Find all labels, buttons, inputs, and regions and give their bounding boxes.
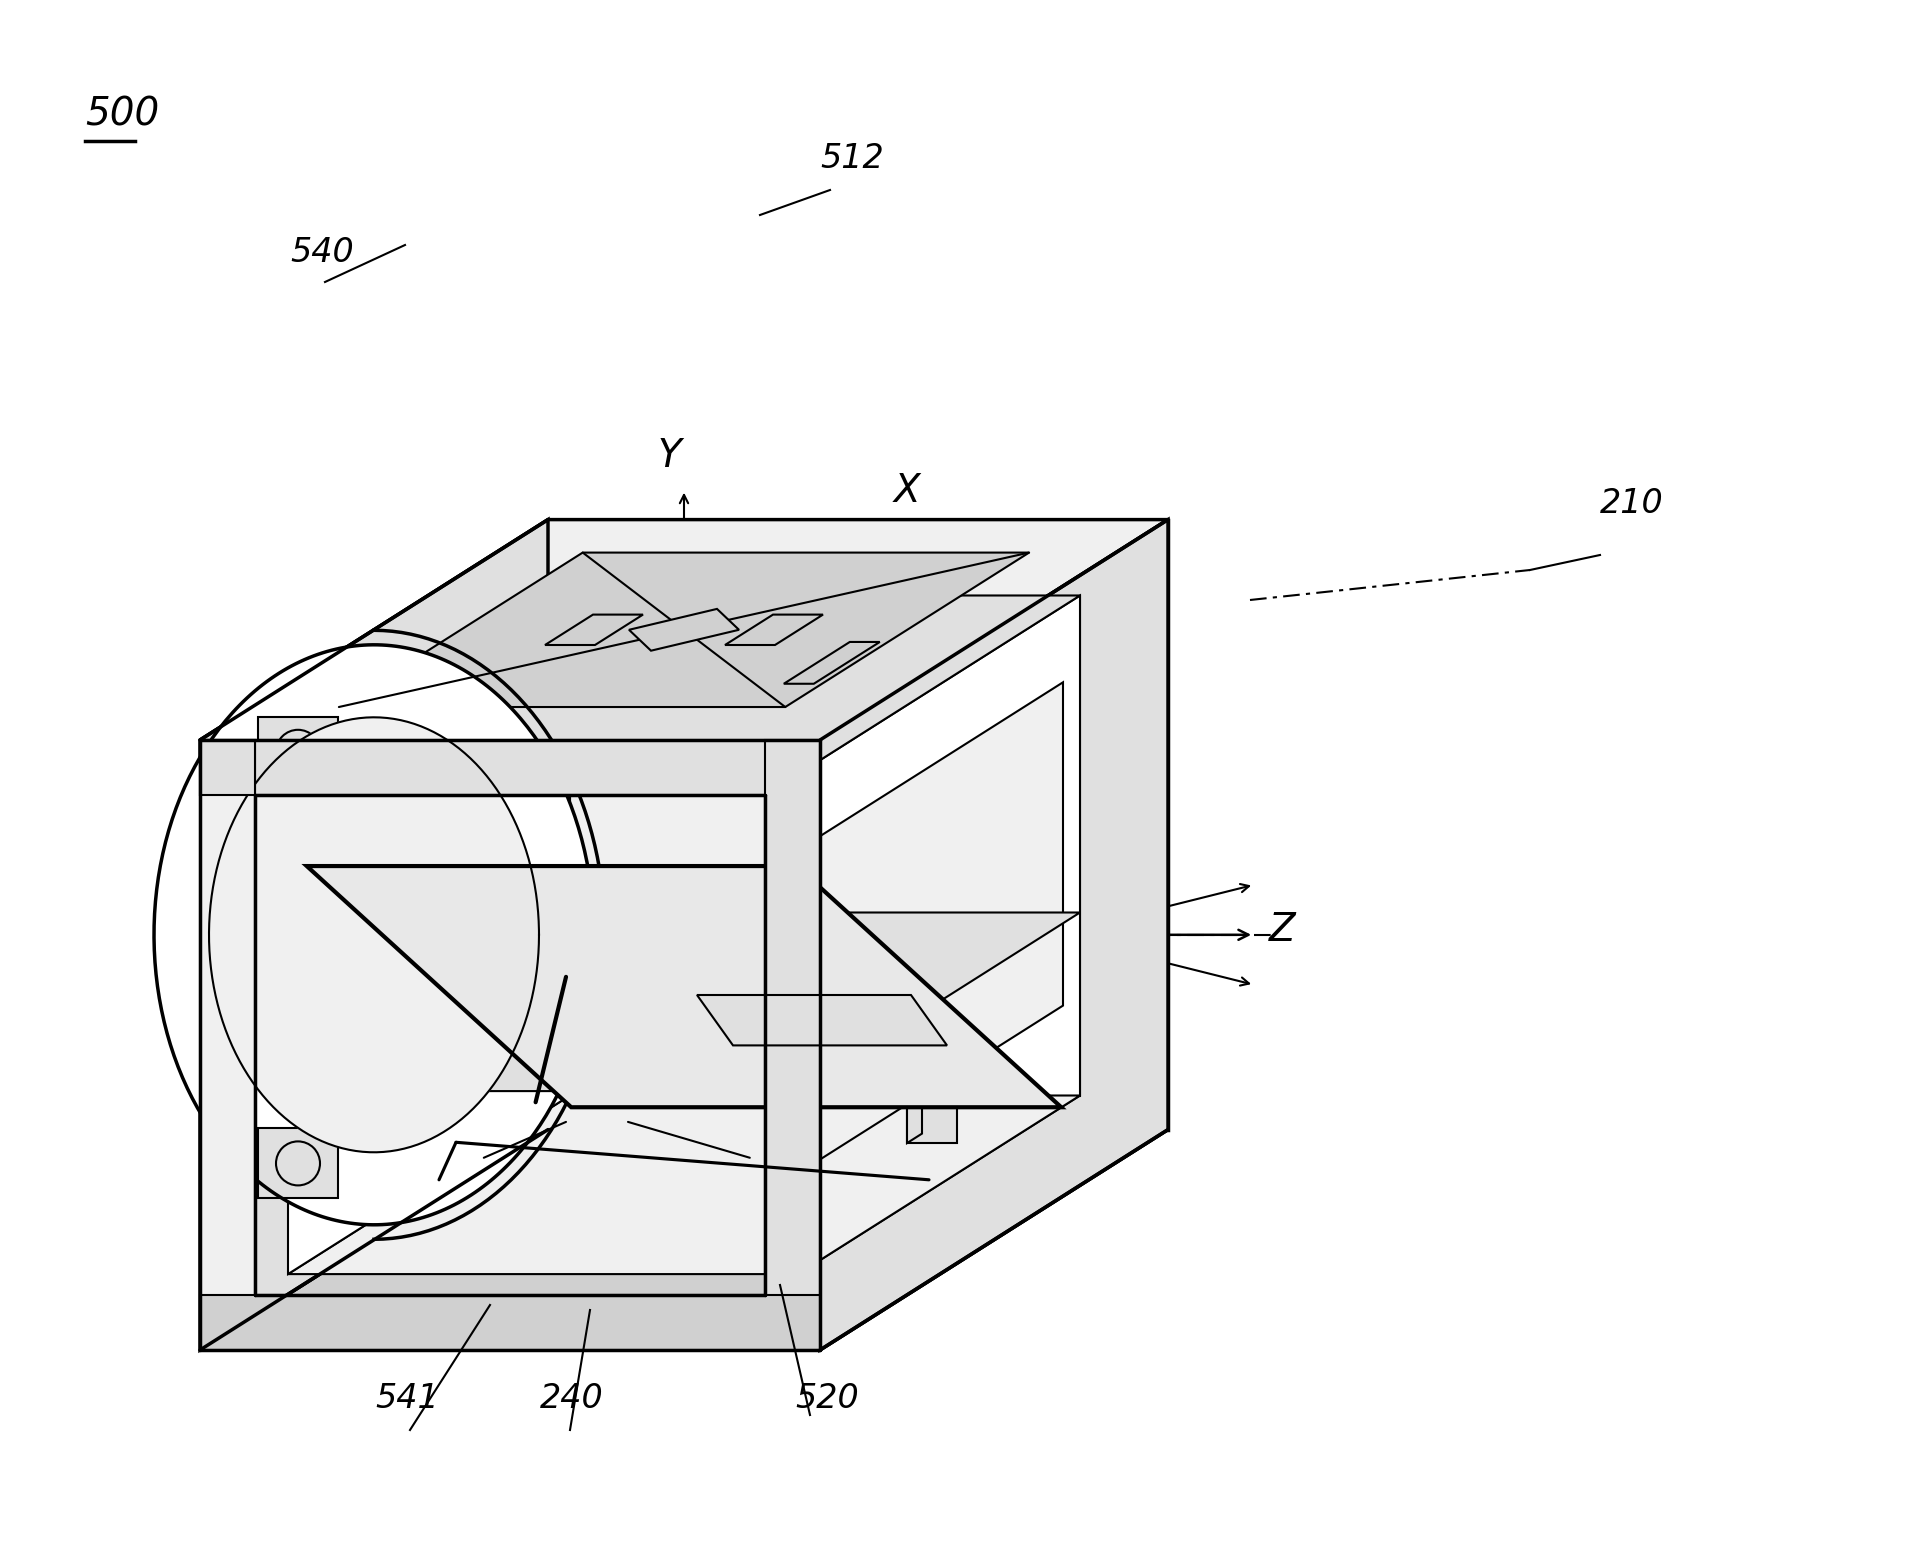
Polygon shape	[259, 717, 337, 786]
Polygon shape	[805, 683, 1064, 1169]
Polygon shape	[544, 614, 642, 646]
Text: 512: 512	[820, 142, 884, 175]
Text: 500: 500	[84, 95, 159, 133]
Polygon shape	[784, 642, 880, 683]
Text: X: X	[893, 472, 920, 510]
Polygon shape	[199, 739, 820, 796]
Polygon shape	[259, 1128, 337, 1199]
Text: 541: 541	[376, 1382, 439, 1415]
Polygon shape	[907, 858, 922, 947]
Polygon shape	[199, 739, 255, 1350]
Polygon shape	[907, 867, 957, 947]
Polygon shape	[907, 1053, 922, 1143]
Polygon shape	[199, 519, 1167, 739]
Text: 240: 240	[541, 1382, 604, 1415]
Polygon shape	[725, 614, 822, 646]
Polygon shape	[199, 739, 255, 796]
Polygon shape	[199, 1296, 820, 1350]
Polygon shape	[765, 739, 820, 1350]
Polygon shape	[907, 1063, 957, 1143]
Text: 210: 210	[1601, 488, 1664, 520]
Polygon shape	[288, 913, 1079, 1091]
Polygon shape	[199, 1130, 1167, 1350]
Polygon shape	[698, 996, 947, 1046]
Polygon shape	[797, 596, 1079, 1274]
Polygon shape	[307, 866, 1062, 1107]
Polygon shape	[199, 519, 548, 1350]
Polygon shape	[339, 553, 1029, 706]
Text: Y: Y	[658, 436, 681, 475]
Polygon shape	[288, 596, 569, 1274]
Text: Z: Z	[1269, 911, 1296, 949]
Text: 520: 520	[796, 1382, 859, 1415]
Polygon shape	[820, 519, 1167, 1350]
Polygon shape	[548, 519, 1167, 1130]
Polygon shape	[288, 596, 1079, 774]
Polygon shape	[629, 610, 738, 650]
Text: 540: 540	[289, 236, 355, 269]
Polygon shape	[569, 596, 1079, 1096]
Polygon shape	[209, 717, 539, 1152]
Polygon shape	[153, 646, 594, 1225]
Polygon shape	[288, 1096, 1079, 1274]
